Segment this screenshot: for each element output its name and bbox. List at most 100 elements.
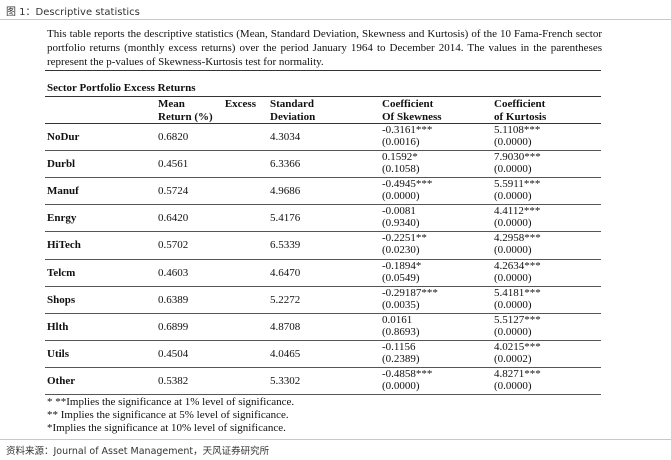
- cell: 0.5702: [158, 239, 189, 252]
- footnote: * **Implies the significance at 1% level…: [47, 396, 295, 408]
- table-title: Sector Portfolio Excess Returns: [47, 82, 196, 94]
- column-header: Coefficient: [382, 98, 434, 110]
- row-label: Other: [47, 374, 76, 387]
- cell: -0.1894*: [382, 259, 422, 272]
- rule: [45, 366, 601, 368]
- cell: (0.0000): [494, 379, 532, 392]
- rule: [45, 231, 601, 233]
- cell: (0.0000): [494, 298, 532, 311]
- cell: (0.0002): [494, 352, 532, 365]
- column-header: Standard: [270, 98, 315, 110]
- cell: -0.2251**: [382, 232, 427, 245]
- footnote: *Implies the significance at 10% level o…: [47, 422, 286, 434]
- column-header: Coefficient: [494, 98, 546, 110]
- cell: 5.2272: [270, 293, 301, 306]
- cell: -0.29187***: [382, 286, 438, 299]
- cell: 0.6420: [158, 212, 189, 225]
- cell: (0.0000): [382, 379, 420, 392]
- cell: (0.1058): [382, 163, 420, 176]
- cell: -0.1156: [382, 340, 416, 353]
- cell: 4.8271***: [494, 367, 541, 380]
- cell: 0.5724: [158, 185, 189, 198]
- cell: (0.0000): [494, 325, 532, 338]
- row-label: Enrgy: [47, 212, 77, 225]
- row-label: Shops: [47, 293, 76, 306]
- cell: -0.4945***: [382, 178, 433, 191]
- cell: 6.5339: [270, 239, 301, 252]
- rule: [45, 177, 601, 179]
- row-label: Utils: [47, 347, 69, 360]
- row-label: Manuf: [47, 185, 79, 198]
- cell: 6.3366: [270, 158, 301, 171]
- rule: [45, 150, 601, 152]
- cell: (0.0549): [382, 271, 420, 284]
- row-label: Durbl: [47, 158, 76, 171]
- rule: [45, 394, 601, 395]
- cell: 0.4504: [158, 347, 189, 360]
- cell: 0.6899: [158, 320, 189, 333]
- description: This table reports the descriptive stati…: [47, 28, 602, 68]
- cell: 0.6820: [158, 131, 189, 143]
- cell: 5.5911***: [494, 178, 541, 191]
- cell: 5.4181***: [494, 286, 541, 299]
- cell: (0.0000): [494, 217, 532, 230]
- cell: 5.1108***: [494, 124, 541, 136]
- cell: 0.4561: [158, 158, 189, 171]
- cell: 4.9686: [270, 185, 301, 198]
- cell: 7.9030***: [494, 151, 541, 164]
- cell: (0.0000): [494, 271, 532, 284]
- rule: [0, 439, 671, 440]
- cell: 4.8708: [270, 320, 301, 333]
- footnote: ** Implies the significance at 5% level …: [47, 409, 289, 421]
- cell: 4.2634***: [494, 259, 541, 272]
- column-header: Deviation: [270, 111, 316, 123]
- cell: (0.0000): [494, 244, 532, 257]
- cell: 0.4603: [158, 266, 189, 279]
- cell: 0.5382: [158, 374, 189, 387]
- cell: 0.6389: [158, 293, 189, 306]
- rule: [45, 70, 601, 71]
- cell: 5.5127***: [494, 313, 541, 326]
- cell: (0.0230): [382, 244, 420, 257]
- figure-title: 图 1：Descriptive statistics: [6, 7, 140, 18]
- row-label: HiTech: [47, 239, 81, 252]
- cell: 0.0161: [382, 313, 413, 326]
- cell: -0.0081: [382, 205, 416, 218]
- cell: (0.0000): [382, 190, 420, 203]
- cell: (0.9340): [382, 217, 420, 230]
- cell: (0.0000): [494, 190, 532, 203]
- rule: [45, 285, 601, 287]
- rule: [0, 19, 671, 20]
- rule: [45, 204, 601, 206]
- cell: (0.0000): [494, 136, 532, 148]
- cell: 4.6470: [270, 266, 301, 279]
- rule: [45, 258, 601, 260]
- cell: -0.4858***: [382, 367, 433, 380]
- column-header: Return (%): [158, 111, 213, 123]
- cell: 4.4112***: [494, 205, 541, 218]
- rule: [45, 123, 601, 124]
- cell: -0.3161***: [382, 124, 433, 136]
- cell: (0.0016): [382, 136, 420, 148]
- rule: [45, 96, 601, 97]
- cell: (0.0000): [494, 163, 532, 176]
- row-label: NoDur: [47, 131, 80, 143]
- cell: 0.1592*: [382, 151, 418, 164]
- cell: (0.0035): [382, 298, 420, 311]
- cell: 5.3302: [270, 374, 301, 387]
- cell: 4.2958***: [494, 232, 541, 245]
- rule: [45, 339, 601, 341]
- column-header: Mean Excess: [158, 98, 256, 110]
- source: 资料来源：Journal of Asset Management，天风证券研究所: [6, 446, 270, 457]
- row-label: Telcm: [47, 266, 76, 279]
- cell: (0.2389): [382, 352, 420, 365]
- cell: (0.8693): [382, 325, 420, 338]
- cell: 5.4176: [270, 212, 301, 225]
- row-label: Hlth: [47, 320, 69, 333]
- rule: [45, 312, 601, 314]
- cell: 4.0215***: [494, 340, 541, 353]
- cell: 4.3034: [270, 131, 301, 143]
- column-header: of Kurtosis: [494, 111, 547, 123]
- cell: 4.0465: [270, 347, 301, 360]
